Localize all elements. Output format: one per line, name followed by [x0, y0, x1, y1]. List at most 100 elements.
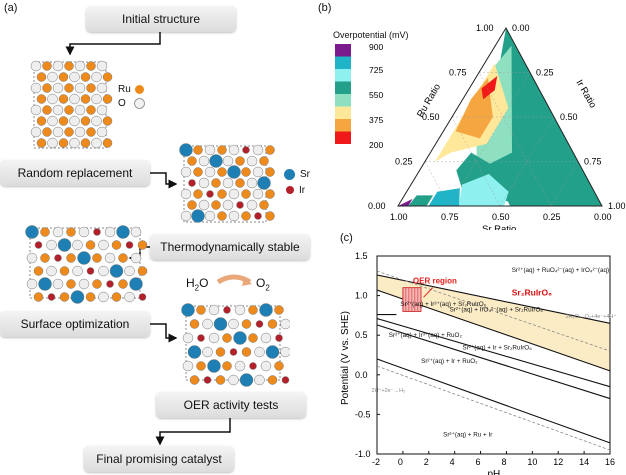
ir-tick: 0.00 — [512, 23, 530, 33]
ru-atom — [36, 72, 47, 82]
colorbar-band — [335, 81, 351, 94]
ru-atom — [241, 211, 251, 221]
ru-atom — [86, 127, 96, 137]
o-atom — [246, 177, 258, 189]
sr-atom — [70, 290, 85, 304]
sr-atom — [207, 359, 221, 373]
sr-atom — [57, 238, 72, 252]
sr-atom — [257, 176, 271, 190]
ir-atom — [206, 190, 214, 198]
colorbar-band — [335, 94, 351, 107]
x-tick-label: 4 — [450, 457, 455, 467]
ru-atom — [137, 240, 148, 250]
ru-atom — [118, 253, 128, 263]
o-atom — [52, 278, 64, 290]
ir-atom — [188, 179, 196, 187]
x-tick-label: 14 — [579, 457, 589, 467]
ru-atom — [235, 178, 245, 188]
o-atom — [30, 104, 42, 116]
series-line-boundary-1 — [376, 274, 611, 324]
colorbar-band — [335, 44, 351, 57]
o-atom — [198, 177, 210, 189]
colorbar-band — [335, 106, 351, 119]
ru-atom — [137, 266, 148, 276]
o-atom — [78, 226, 90, 238]
o-atom — [47, 93, 58, 105]
sr-atom — [265, 345, 280, 359]
o-atom — [254, 346, 265, 358]
o-atom — [208, 332, 220, 344]
y-tick-label: 1.0 — [355, 291, 368, 301]
ir-atom — [138, 293, 147, 301]
ru-atom — [222, 333, 232, 343]
o-atom — [52, 104, 64, 116]
o-atom-icon — [133, 97, 145, 109]
region-label: Sr²⁺(aq) + Ir³⁺(aq) + Sr₂RuIrO₆ — [400, 301, 486, 308]
ru-atom — [193, 145, 203, 155]
ru-atom — [259, 200, 269, 210]
shaded-band — [377, 275, 610, 371]
ru-atom — [40, 253, 50, 263]
sr-axis-label: Sr Ratio — [482, 224, 516, 230]
step-label: OER activity tests — [183, 398, 279, 412]
o-atom — [204, 144, 216, 156]
o-atom — [91, 93, 102, 105]
sr-atom — [77, 251, 91, 265]
ru-atom — [40, 227, 50, 237]
ru-atom — [267, 375, 278, 385]
panel-a-label: (a) — [4, 2, 18, 14]
sr-tick: 1.00 — [390, 212, 408, 222]
ru-atom — [111, 240, 122, 250]
ternary-region — [428, 188, 460, 206]
o-atom — [252, 166, 264, 178]
ru-atom — [187, 156, 197, 166]
ru-atom — [33, 266, 44, 276]
colorbar-tick: 375 — [369, 115, 383, 125]
o-atom — [98, 265, 109, 277]
panel-c-label: (c) — [340, 232, 353, 244]
legend-title: Overpotential (mV) — [333, 30, 409, 40]
ir-tick: 0.75 — [584, 157, 602, 167]
sr-atom — [227, 165, 241, 179]
ru-atom — [102, 116, 113, 126]
x-tick-label: 8 — [501, 457, 506, 467]
ir-atom — [236, 201, 244, 209]
cell-outline — [29, 227, 141, 299]
o-atom — [47, 137, 58, 149]
sr-atom — [259, 303, 273, 317]
atom-legend-ru-o: Ru O — [118, 82, 145, 110]
o-atom — [246, 155, 258, 167]
ru-atom — [193, 189, 203, 199]
grid-line — [451, 116, 501, 207]
ir-atom — [249, 362, 257, 370]
sr-tick: 0.25 — [543, 212, 561, 222]
sr-atom — [25, 225, 39, 239]
ru-atom — [58, 72, 69, 82]
o-atom — [182, 360, 194, 372]
ir-atom — [125, 241, 134, 249]
ir-tick: 0.50 — [560, 112, 578, 122]
ir-tick: 1.00 — [608, 201, 626, 211]
o-atom — [228, 188, 240, 200]
colorbar-band — [335, 69, 351, 82]
ru-atom — [274, 305, 284, 315]
ru-atom — [86, 61, 96, 71]
ternary-region — [408, 195, 434, 206]
ru-atom — [259, 156, 269, 166]
ir-atom — [47, 293, 56, 301]
ternary-region — [459, 173, 509, 206]
o-atom — [254, 374, 265, 386]
o-atom — [96, 82, 108, 94]
crystal-stable — [25, 225, 148, 304]
o-atom — [74, 60, 86, 72]
ternary-plot: 1.00 0.75 0.50 0.25 0.00 0.00 0.25 0.50 0.75 1.00… — [368, 23, 626, 230]
ru-atom — [80, 94, 91, 104]
sr-atom — [191, 209, 205, 223]
o-atom — [234, 360, 246, 372]
crystal-surface — [181, 303, 290, 387]
ru-atom — [265, 167, 275, 177]
series-line-h2-h- — [376, 365, 611, 451]
o-atom — [47, 71, 58, 83]
ru-atom — [102, 138, 113, 148]
pourbaix-chart: -2 0 2 4 6 8 10 12 14 16 -1.0 -0.5 0.0 0.5 1.0 1.5 pH Pot… — [340, 251, 616, 475]
